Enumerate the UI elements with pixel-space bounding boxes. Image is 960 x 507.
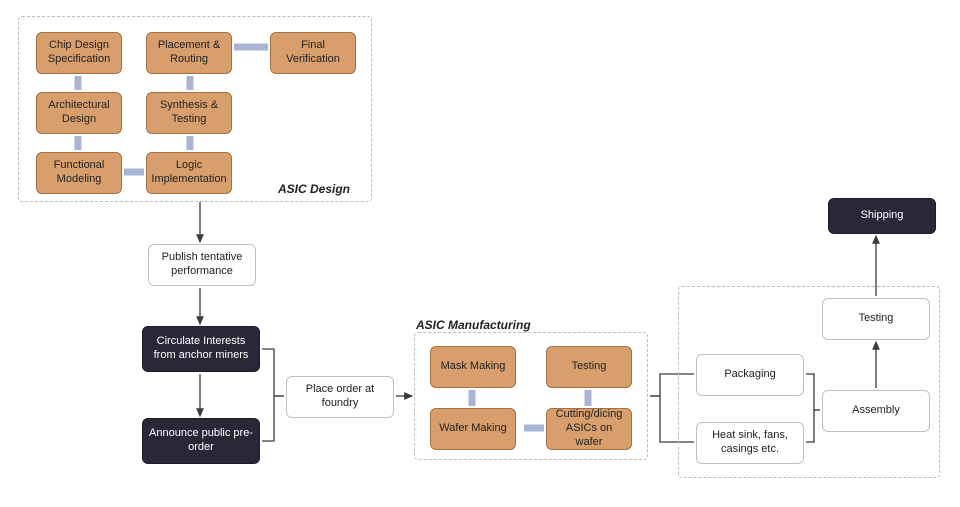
node-n-ship: Shipping bbox=[828, 198, 936, 234]
node-n-circulate: Circulate Interests from anchor miners bbox=[142, 326, 260, 372]
node-n-logicimpl: Logic Implementation bbox=[146, 152, 232, 194]
node-n-cutting: Cutting/dicing ASICs on wafer bbox=[546, 408, 632, 450]
node-n-funcmod: Functional Modeling bbox=[36, 152, 122, 194]
group-label: ASIC Design bbox=[278, 182, 350, 196]
node-n-wafer: Wafer Making bbox=[430, 408, 516, 450]
node-n-order: Place order at foundry bbox=[286, 376, 394, 418]
node-n-finalver: Final Verification bbox=[270, 32, 356, 74]
node-n-placeroute: Placement & Routing bbox=[146, 32, 232, 74]
node-n-synth: Synthesis & Testing bbox=[146, 92, 232, 134]
group-label: ASIC Manufacturing bbox=[416, 318, 531, 332]
node-n-publish: Publish tentative performance bbox=[148, 244, 256, 286]
node-n-assembly: Assembly bbox=[822, 390, 930, 432]
node-n-mfgtest: Testing bbox=[546, 346, 632, 388]
node-n-arch: Architectural Design bbox=[36, 92, 122, 134]
node-n-chipspec: Chip Design Specification bbox=[36, 32, 122, 74]
node-n-pkg: Packaging bbox=[696, 354, 804, 396]
arrow-edge bbox=[262, 396, 284, 441]
node-n-announce: Announce public pre-order bbox=[142, 418, 260, 464]
arrow-edge bbox=[262, 349, 284, 396]
node-n-test2: Testing bbox=[822, 298, 930, 340]
node-n-heatsink: Heat sink, fans, casings etc. bbox=[696, 422, 804, 464]
node-n-mask: Mask Making bbox=[430, 346, 516, 388]
